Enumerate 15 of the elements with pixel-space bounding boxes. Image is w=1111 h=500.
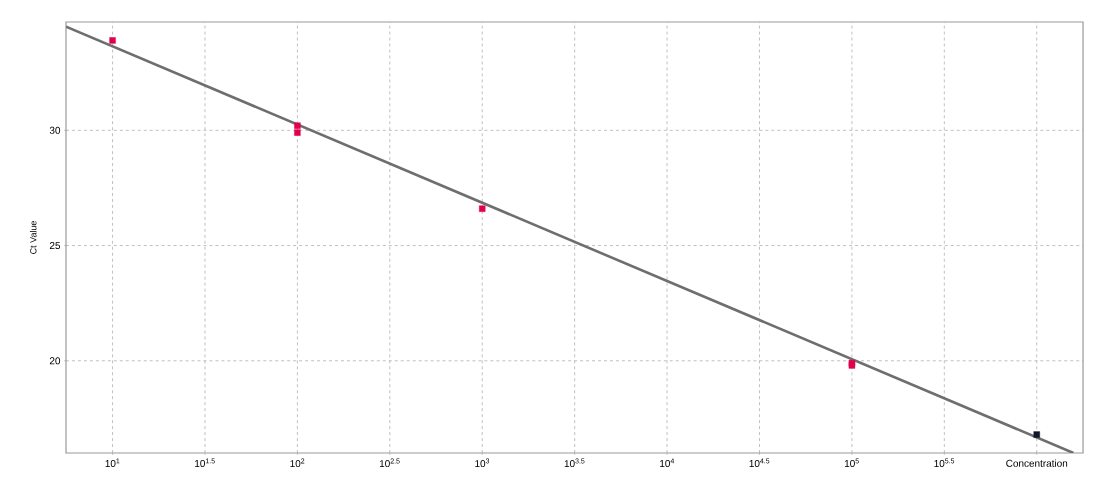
x-tick-label: 10$^{1}$ <box>105 458 120 468</box>
x-tick-label: 10$^{5.5}$ <box>934 458 955 468</box>
x-tick-label: 10$^{1.5}$ <box>195 458 215 468</box>
x-tick-label: 10$^{4.5}$ <box>749 458 770 468</box>
y-tick-label: 25 <box>49 242 61 250</box>
y-axis-title: Ct Value <box>29 221 37 254</box>
x-axis-title: Concentration <box>1006 459 1068 467</box>
x-tick-label: 10$^{3.5}$ <box>564 458 585 468</box>
x-tick-label: 10$^{5}$ <box>844 458 859 468</box>
x-tick-label: 10$^{2.5}$ <box>379 458 400 468</box>
x-tick-label: 10$^{3}$ <box>475 458 490 468</box>
y-tick-label: 20 <box>49 357 61 365</box>
y-tick-label: 30 <box>49 126 61 134</box>
x-tick-label: 10$^{2}$ <box>290 458 305 468</box>
x-tick-label: 10$^{4}$ <box>660 458 675 468</box>
